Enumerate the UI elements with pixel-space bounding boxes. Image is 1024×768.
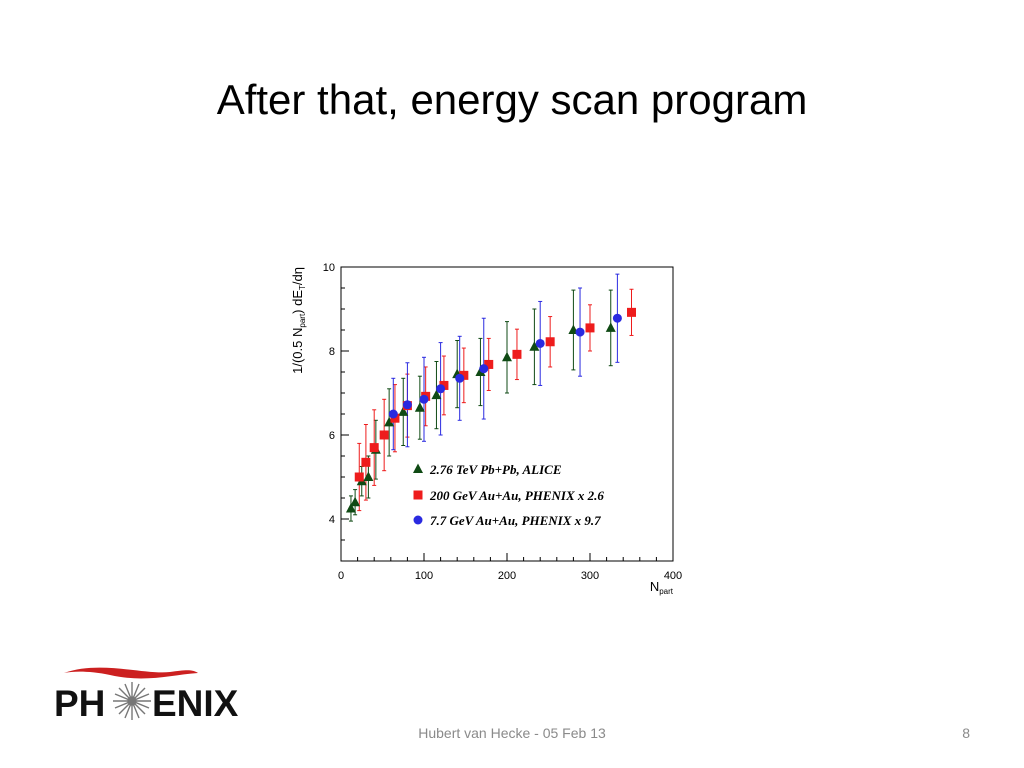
- data-point-triangle: [605, 322, 616, 332]
- data-point-triangle: [384, 416, 395, 427]
- footer-author-date: Hubert van Hecke - 05 Feb 13: [418, 725, 606, 741]
- data-point-circle: [388, 409, 398, 419]
- data-point-square: [354, 472, 364, 482]
- data-point-square: [484, 359, 494, 369]
- legend-marker-square: [413, 490, 423, 500]
- data-point-circle: [535, 338, 545, 348]
- y-tick-label: 10: [323, 262, 335, 274]
- x-axis-label-sub: part: [659, 587, 674, 596]
- data-point-circle: [402, 400, 412, 410]
- error-bars: [348, 273, 634, 522]
- starburst-icon: [113, 682, 151, 720]
- y-axis-label-prefix: 1/(0.5 N: [290, 328, 305, 374]
- logo-text-right: ENIX: [152, 683, 239, 724]
- data-point-square: [627, 307, 636, 317]
- data-point-square: [512, 349, 522, 359]
- data-point-circle: [436, 384, 446, 394]
- data-point-square: [379, 430, 389, 440]
- data-point-square: [459, 370, 469, 380]
- x-tick-label: 100: [415, 570, 433, 582]
- y-tick-label: 4: [329, 514, 335, 526]
- y-tick-label: 8: [329, 346, 335, 358]
- x-tick-label: 400: [664, 570, 682, 582]
- data-point-triangle: [350, 496, 361, 507]
- y-tick-label: 6: [329, 430, 335, 442]
- data-point-triangle: [363, 471, 374, 481]
- x-tick-label: 200: [498, 570, 516, 582]
- y-axis-label-sub2: T: [298, 285, 307, 290]
- phenix-logo: PH ENIX: [50, 663, 260, 740]
- logo-text-left: PH: [54, 683, 105, 724]
- data-point-square: [369, 443, 379, 453]
- data-point-triangle: [529, 341, 540, 351]
- legend: 2.76 TeV Pb+Pb, ALICE 200 GeV Au+Au, PHE…: [413, 462, 604, 528]
- data-point-triangle: [414, 402, 425, 412]
- y-axis-label-sub1: part: [298, 313, 307, 328]
- y-axis-label-mid: ) dE: [290, 290, 305, 314]
- logo-swoosh: [64, 667, 198, 679]
- data-point-circle: [612, 313, 622, 323]
- data-point-square: [361, 457, 371, 467]
- data-point-circle: [455, 373, 465, 383]
- data-point-circle: [419, 394, 429, 404]
- slide-title: After that, energy scan program: [216, 76, 808, 123]
- page-number: 8: [962, 725, 970, 741]
- data-point-triangle: [431, 389, 442, 400]
- legend-marker-triangle: [413, 463, 423, 473]
- x-tick-label: 300: [581, 570, 599, 582]
- data-points: [345, 307, 636, 513]
- legend-label-alice: 2.76 TeV Pb+Pb, ALICE: [429, 462, 562, 477]
- data-point-circle: [479, 364, 489, 374]
- x-tick-label: 0: [338, 570, 344, 582]
- legend-label-phenix-200: 200 GeV Au+Au, PHENIX x 2.6: [429, 488, 604, 503]
- data-point-triangle: [345, 503, 356, 513]
- data-point-triangle: [502, 351, 512, 362]
- axis-ticks: [340, 266, 674, 562]
- y-axis-label: 1/(0.5 Npart) dET/dη: [290, 267, 307, 374]
- legend-marker-circle: [413, 515, 423, 525]
- tick-labels: 0 100 200 300 400 4 6 8 10: [323, 262, 682, 582]
- data-point-square: [390, 413, 400, 423]
- data-point-square: [545, 337, 555, 347]
- legend-label-phenix-7: 7.7 GeV Au+Au, PHENIX x 9.7: [430, 513, 601, 528]
- x-axis-label-main: N: [650, 579, 659, 594]
- data-point-triangle: [398, 406, 409, 416]
- data-point-square: [585, 323, 595, 333]
- x-axis-label: Npart: [650, 579, 674, 596]
- y-axis-label-suffix: /dη: [290, 267, 305, 285]
- data-point-square: [439, 380, 449, 390]
- data-point-circle: [575, 327, 585, 337]
